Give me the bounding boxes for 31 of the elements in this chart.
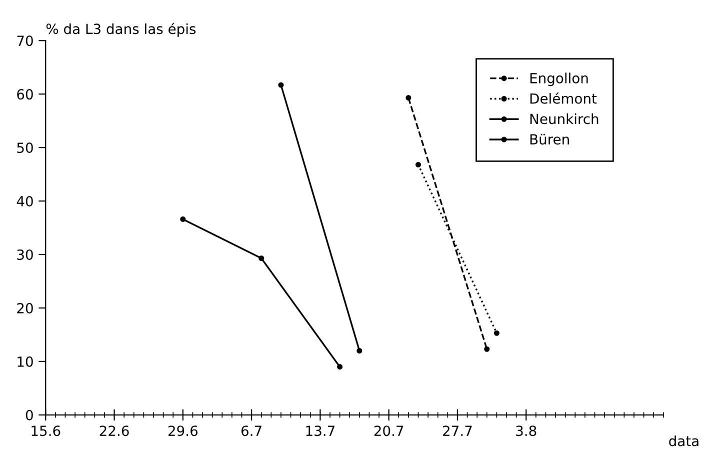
legend-label: Delémont [530,92,597,104]
legend-label: Büren [530,134,569,145]
point [494,330,500,336]
x-axis-title: data [669,436,698,446]
y-tick-label: 60 [17,89,33,100]
point [337,364,343,370]
legend-label: Neunkirch [530,113,598,124]
point [484,346,490,352]
legend-label: Engollon [530,72,588,86]
x-tick-label: 6.7 [241,426,262,436]
point [406,95,412,101]
x-tick-label: 27.7 [443,426,472,436]
y-tick-label: 70 [17,36,33,46]
y-tick-label: 40 [16,196,33,206]
x-tick-label: 3.8 [516,426,536,436]
point [258,255,264,262]
y-tick-label: 50 [17,142,33,154]
y-tick-label: 0 [26,410,33,420]
point [278,82,284,88]
x-tick-label: 13.7 [306,426,334,436]
y-tick-label: 30 [17,249,33,260]
x-tick-label: 20.7 [374,426,404,436]
x-tick-label: 29.6 [168,426,198,436]
y-axis-title: % da L3 dans las épis [46,22,196,37]
y-tick-label: 20 [17,302,33,314]
x-tick-label: 15.6 [32,426,60,436]
point [180,216,186,222]
point [415,162,422,168]
x-tick-label: 22.6 [100,426,129,436]
point [356,348,362,354]
y-tick-label: 10 [18,356,33,367]
